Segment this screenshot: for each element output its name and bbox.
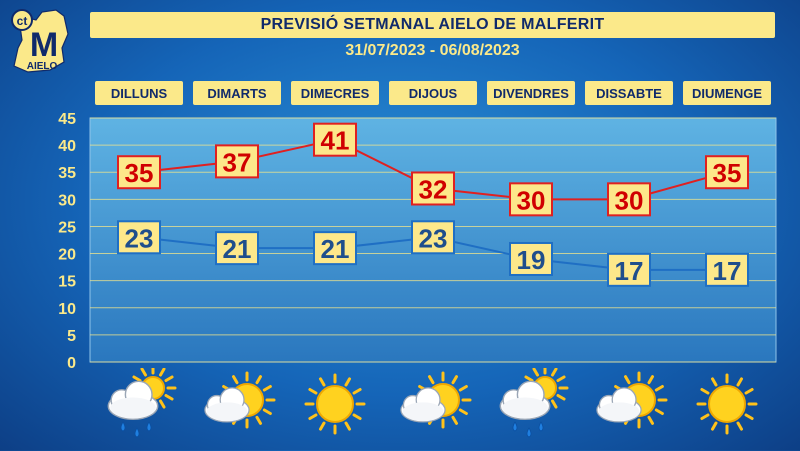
label-value: 17 [615,256,644,286]
min-temp-label: 23 [117,220,161,255]
label-value: 35 [713,158,742,188]
max-temp-label: 30 [509,182,553,217]
day-header-dilluns: DILLUNS [95,81,183,105]
y-tick-label: 15 [58,274,76,291]
day-header-dissabte: DISSABTE [585,81,673,105]
y-tick-label: 25 [58,219,76,236]
label-value: 23 [125,223,154,253]
label-value: 35 [125,158,154,188]
min-temp-label: 17 [705,252,749,287]
label-box [411,220,455,255]
y-tick-label: 0 [67,355,76,372]
y-tick-label: 35 [58,165,76,182]
y-tick-label: 5 [67,328,76,345]
min-temp-label: 17 [607,252,651,287]
max-temp-label: 37 [215,144,259,179]
label-value: 37 [223,147,252,177]
label-value: 41 [321,126,350,156]
logo-text: AIELO [27,61,58,72]
label-box [117,220,161,255]
label-box [705,155,749,190]
y-tick-label: 30 [58,192,76,209]
label-box [509,182,553,217]
rain-sun-icon [489,364,573,446]
min-temp-label: 19 [509,241,553,276]
label-box [509,241,553,276]
label-box [313,231,357,266]
aielo-logo: ct M AIELO [11,9,69,73]
day-header-dimarts: DIMARTS [193,81,281,105]
page-title: PREVISIÓ SETMANAL AIELO DE MALFERIT [90,12,775,38]
day-header-dimecres: DIMECRES [291,81,379,105]
label-value: 17 [713,256,742,286]
max-temp-label: 30 [607,182,651,217]
min-temp-label: 23 [411,220,455,255]
sun-icon [685,368,769,446]
y-tick-label: 10 [58,301,76,318]
max-temp-label: 35 [705,155,749,190]
day-header-divendres: DIVENDRES [487,81,575,105]
label-box [411,171,455,206]
cloud-sun-icon [195,368,279,446]
sun-icon [293,368,377,446]
label-box [705,252,749,287]
label-box [215,144,259,179]
label-box [117,155,161,190]
cloud-sun-icon [587,368,671,446]
cloud-sun-icon [391,368,475,446]
svg-text:ct: ct [17,14,28,28]
logo-letter: M [30,26,58,64]
label-value: 30 [517,185,546,215]
date-range: 31/07/2023 - 06/08/2023 [345,42,520,59]
label-box [607,182,651,217]
y-tick-label: 40 [58,138,76,155]
label-box [607,252,651,287]
min-temp-label: 21 [313,231,357,266]
y-axis: 0 5 10 15 20 25 30 35 40 45 [58,111,76,372]
y-tick-label: 20 [58,247,76,264]
label-value: 23 [419,223,448,253]
max-temp-label: 35 [117,155,161,190]
label-value: 30 [615,185,644,215]
label-value: 32 [419,174,448,204]
rain-sun-icon [97,364,181,446]
y-tick-label: 45 [58,111,76,128]
min-temp-label: 21 [215,231,259,266]
label-value: 21 [223,234,252,264]
label-box [313,122,357,157]
label-value: 19 [517,245,546,275]
day-header-diumenge: DIUMENGE [683,81,771,105]
day-header-dijous: DIJOUS [389,81,477,105]
max-temp-label: 41 [313,122,357,157]
data-labels: 35 37 41 32 30 30 35 23 21 21 23 19 17 17 [117,122,749,287]
label-value: 21 [321,234,350,264]
label-box [215,231,259,266]
max-temp-label: 32 [411,171,455,206]
